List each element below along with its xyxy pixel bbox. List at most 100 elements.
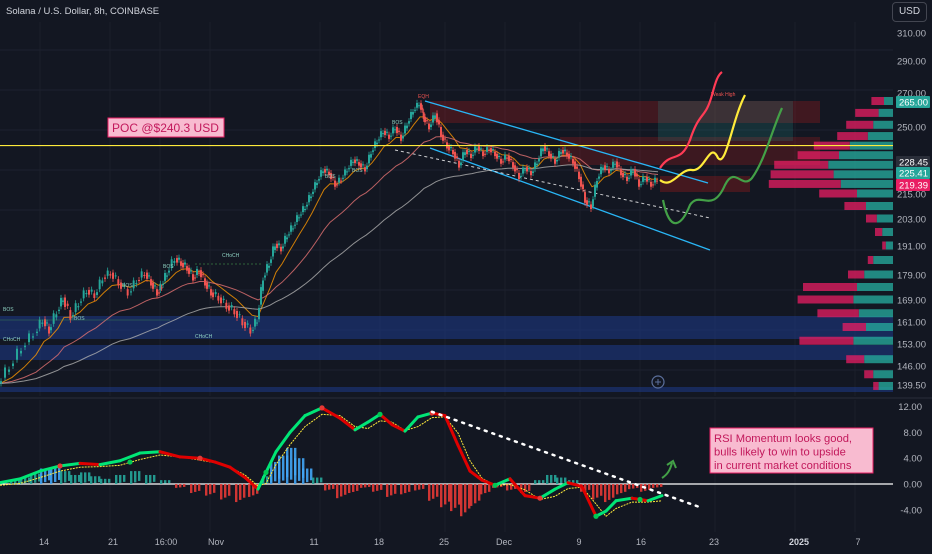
candle-body: [46, 322, 48, 324]
candle-body: [568, 153, 570, 159]
histogram-bar: [194, 484, 197, 492]
candle-body: [354, 159, 356, 164]
demand-zone: [0, 345, 893, 360]
candle-body: [540, 148, 542, 157]
demand-zone: [0, 316, 893, 339]
candle-body: [510, 158, 512, 160]
histogram-bar: [600, 484, 603, 496]
histogram-bar: [130, 471, 133, 484]
price-axis: 310.00 290.00 270.00 250.00 215.00 203.00 191.…: [896, 29, 930, 392]
candle-body: [514, 165, 516, 172]
histogram-bar: [534, 480, 537, 484]
histogram-bar: [368, 484, 371, 487]
momentum-segment: [138, 450, 162, 455]
candle-body: [152, 282, 154, 289]
histogram-bar: [538, 480, 541, 484]
volume-profile-bar-down: [848, 270, 865, 279]
candle-body: [564, 149, 566, 152]
histogram-bar: [34, 473, 37, 483]
momentum-segment: [78, 461, 102, 467]
candle-body: [282, 246, 284, 249]
currency-button[interactable]: USD: [892, 2, 927, 22]
candle-body: [230, 305, 233, 308]
histogram-bar: [460, 484, 463, 517]
projections: [659, 71, 784, 225]
candle-body: [324, 169, 326, 173]
candle-body: [384, 130, 386, 136]
histogram-bar: [64, 471, 67, 483]
candle-body: [342, 177, 344, 179]
price-tick-label: 290.00: [897, 57, 926, 68]
structure-label: BOS: [74, 316, 85, 322]
candle-body: [88, 290, 90, 295]
candle-body: [292, 228, 294, 230]
candle-body: [44, 319, 46, 327]
histogram-bar: [266, 476, 269, 484]
structure-label: EQH: [418, 94, 429, 100]
momentum-segment: [288, 414, 307, 434]
candle-body: [90, 289, 93, 292]
histogram-bar: [454, 484, 457, 508]
candle-body: [186, 266, 188, 271]
candle-body: [414, 109, 416, 111]
volume-profile-bar-down: [768, 179, 841, 188]
candle-body: [500, 158, 502, 164]
candle-body: [159, 283, 162, 290]
histogram-bar: [294, 458, 297, 484]
volume-profile-bar-up: [866, 323, 893, 331]
histogram-bar: [224, 484, 227, 498]
supply-zone: [430, 101, 820, 123]
symbol-title: Solana / U.S. Dollar, 8h, COINBASE: [6, 6, 160, 17]
candle-body: [472, 154, 474, 156]
price-tick-label: 169.00: [897, 296, 926, 307]
histogram-bar: [390, 484, 393, 496]
histogram-bar: [278, 455, 281, 484]
candle-body: [574, 161, 576, 169]
candle-body: [198, 272, 200, 274]
histogram-bar: [332, 484, 335, 489]
candle-body: [486, 147, 488, 152]
candle-body: [138, 280, 140, 281]
candle-body: [135, 283, 138, 285]
histogram-bar: [380, 484, 383, 490]
candle-body: [48, 326, 50, 334]
candle-body: [252, 329, 254, 331]
candle-body: [424, 116, 426, 123]
candle-body: [62, 300, 64, 302]
candle-body: [298, 217, 300, 219]
price-tick-label: 139.50: [897, 381, 926, 392]
candle-body: [120, 282, 122, 289]
candle-body: [24, 345, 26, 348]
candle-body: [508, 155, 510, 162]
histogram-bar: [542, 480, 545, 484]
momentum-segment: [566, 481, 584, 489]
histogram-bar: [138, 471, 141, 481]
candle-body: [290, 225, 292, 232]
candle-body: [356, 159, 358, 161]
candle-body: [20, 350, 22, 354]
histogram-bar: [310, 468, 313, 481]
candle-body: [506, 157, 508, 159]
candle-body: [308, 195, 310, 203]
volume-profile-bar-up: [873, 370, 893, 379]
candle-body: [480, 148, 482, 150]
momentum-segment: [213, 460, 232, 469]
crossover-dot: [593, 513, 599, 519]
histogram-bar: [190, 484, 193, 494]
histogram-bar: [444, 484, 447, 505]
candle-body: [422, 112, 425, 119]
candle-body: [560, 152, 562, 154]
candle-body: [646, 176, 648, 182]
histogram-bar: [348, 484, 351, 494]
time-tick-label: 11: [309, 537, 318, 547]
candle-body: [58, 309, 60, 311]
time-tick-label: 25: [439, 537, 449, 547]
candle-body: [146, 272, 148, 279]
histogram-bar: [458, 484, 461, 505]
candle-body: [640, 184, 642, 186]
histogram-bar: [40, 468, 43, 484]
volume-profile-bar-down: [871, 97, 884, 105]
time-tick-label: 2025: [789, 537, 809, 547]
candle-body: [628, 177, 630, 179]
